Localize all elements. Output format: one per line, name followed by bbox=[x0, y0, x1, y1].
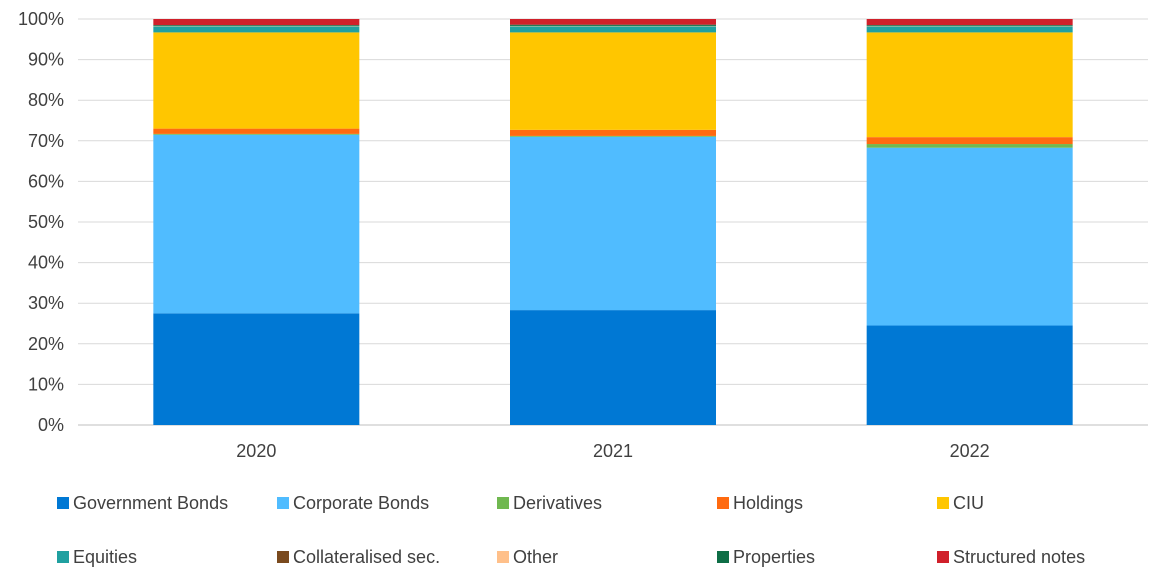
x-tick-label: 2020 bbox=[236, 441, 276, 461]
legend-item: Derivatives bbox=[497, 493, 602, 513]
y-tick-label: 60% bbox=[28, 171, 64, 191]
legend-label: CIU bbox=[953, 493, 984, 513]
legend-swatch bbox=[497, 497, 509, 509]
legend-label: Holdings bbox=[733, 493, 803, 513]
bar-segment-holdings bbox=[153, 129, 359, 134]
bar-segment-ciu bbox=[153, 32, 359, 128]
y-tick-label: 10% bbox=[28, 374, 64, 394]
legend-swatch bbox=[57, 551, 69, 563]
bar-segment-structured-notes bbox=[867, 19, 1073, 25]
bar-segment-corporate-bonds bbox=[153, 135, 359, 314]
y-tick-label: 70% bbox=[28, 131, 64, 151]
legend-item: Properties bbox=[717, 547, 815, 567]
y-tick-label: 40% bbox=[28, 253, 64, 273]
legend-item: CIU bbox=[937, 493, 984, 513]
legend-label: Equities bbox=[73, 547, 137, 567]
legend-item: Other bbox=[497, 547, 558, 567]
bar-segment-corporate-bonds bbox=[510, 137, 716, 310]
bar-segment-properties bbox=[867, 25, 1073, 26]
legend-swatch bbox=[277, 497, 289, 509]
legend-label: Collateralised sec. bbox=[293, 547, 440, 567]
legend-item: Equities bbox=[57, 547, 137, 567]
bar-segment-equities bbox=[510, 26, 716, 32]
bar-segment-properties bbox=[510, 25, 716, 26]
legend-label: Government Bonds bbox=[73, 493, 228, 513]
legend-swatch bbox=[497, 551, 509, 563]
bar-segment-ciu bbox=[867, 32, 1073, 137]
bar-segment-government-bonds bbox=[867, 326, 1073, 425]
legend-swatch bbox=[717, 551, 729, 563]
legend-label: Structured notes bbox=[953, 547, 1085, 567]
y-tick-label: 20% bbox=[28, 334, 64, 354]
bar-segment-properties bbox=[153, 25, 359, 26]
bar-segment-derivatives bbox=[510, 136, 716, 137]
y-tick-label: 90% bbox=[28, 50, 64, 70]
y-tick-label: 80% bbox=[28, 90, 64, 110]
legend-item: Structured notes bbox=[937, 547, 1085, 567]
legend-swatch bbox=[937, 551, 949, 563]
y-tick-label: 30% bbox=[28, 293, 64, 313]
legend-label: Other bbox=[513, 547, 558, 567]
bar-segment-holdings bbox=[867, 137, 1073, 144]
bar-segment-derivatives bbox=[153, 134, 359, 135]
legend-item: Corporate Bonds bbox=[277, 493, 429, 513]
y-axis: 0% 10% 20% 30% 40% 50% 60% 70% 80% 90% 100% bbox=[18, 9, 64, 435]
legend-label: Corporate Bonds bbox=[293, 493, 429, 513]
bar-segment-equities bbox=[867, 26, 1073, 32]
legend-swatch bbox=[57, 497, 69, 509]
x-axis: 2020 2021 2022 bbox=[236, 441, 989, 461]
bar-segment-government-bonds bbox=[510, 310, 716, 425]
legend: Government Bonds Corporate Bonds Derivativ… bbox=[57, 493, 1085, 567]
bar-segment-government-bonds bbox=[153, 313, 359, 425]
legend-item: Government Bonds bbox=[57, 493, 228, 513]
bar-segment-structured-notes bbox=[153, 19, 359, 25]
legend-label: Properties bbox=[733, 547, 815, 567]
legend-swatch bbox=[717, 497, 729, 509]
y-tick-label: 50% bbox=[28, 212, 64, 232]
x-tick-label: 2021 bbox=[593, 441, 633, 461]
bar-segment-corporate-bonds bbox=[867, 148, 1073, 326]
y-tick-label: 0% bbox=[38, 415, 64, 435]
bar-segment-structured-notes bbox=[510, 19, 716, 25]
legend-label: Derivatives bbox=[513, 493, 602, 513]
bar-segment-holdings bbox=[510, 130, 716, 136]
legend-item: Collateralised sec. bbox=[277, 547, 440, 567]
legend-swatch bbox=[277, 551, 289, 563]
legend-swatch bbox=[937, 497, 949, 509]
bars bbox=[153, 19, 1072, 425]
bar-segment-equities bbox=[153, 26, 359, 32]
x-tick-label: 2022 bbox=[950, 441, 990, 461]
bar-segment-ciu bbox=[510, 32, 716, 129]
legend-item: Holdings bbox=[717, 493, 803, 513]
y-tick-label: 100% bbox=[18, 9, 64, 29]
bar-segment-derivatives bbox=[867, 144, 1073, 148]
